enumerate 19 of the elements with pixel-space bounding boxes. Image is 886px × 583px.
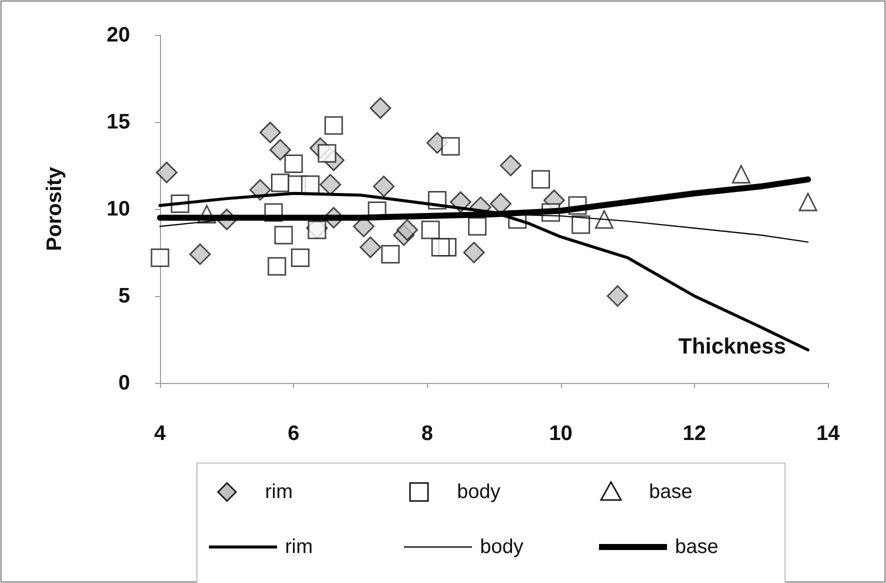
legend-label: base bbox=[649, 481, 692, 503]
legend-label: rim bbox=[265, 481, 293, 503]
legend-label: body bbox=[457, 481, 500, 503]
x-tick-label: 8 bbox=[421, 422, 434, 445]
legend-label: rim bbox=[285, 536, 313, 558]
y-tick-label: 0 bbox=[118, 372, 130, 394]
x-tick-label: 12 bbox=[682, 422, 706, 445]
y-tick-label: 15 bbox=[106, 110, 130, 134]
x-tick-label: 14 bbox=[816, 422, 840, 445]
y-tick-label: 5 bbox=[118, 284, 130, 308]
x-tick-label: 6 bbox=[288, 422, 300, 445]
legend-label: base bbox=[675, 536, 718, 558]
x-tick-label: 10 bbox=[549, 422, 572, 445]
legend-label: body bbox=[480, 536, 524, 558]
y-axis-title: Porosity bbox=[43, 166, 66, 252]
x-axis-title: Thickness bbox=[678, 334, 786, 358]
y-tick-label: 10 bbox=[106, 198, 130, 220]
y-tick-label: 20 bbox=[106, 24, 130, 46]
x-tick-label: 4 bbox=[154, 422, 166, 445]
